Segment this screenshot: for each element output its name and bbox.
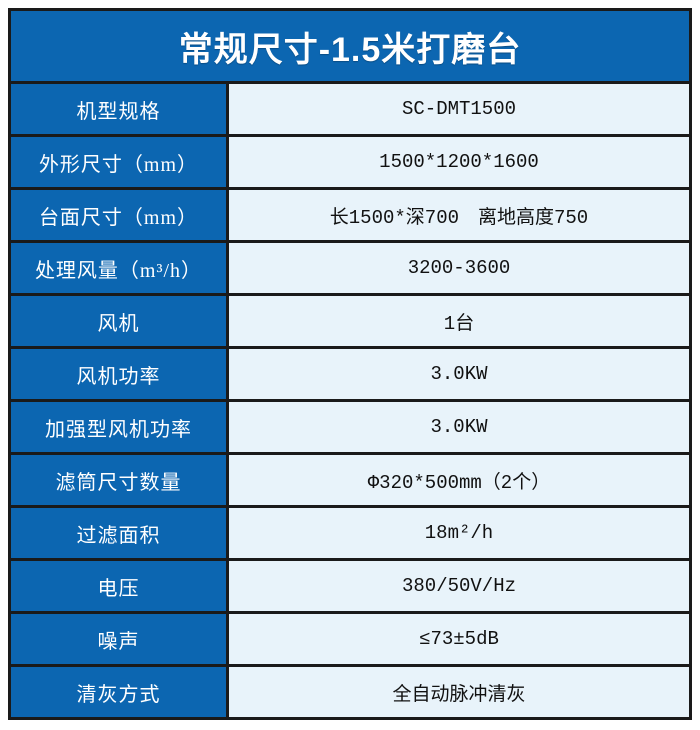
spec-value: 1500*1200*1600 (229, 137, 689, 187)
spec-value: Φ320*500mm（2个） (229, 455, 689, 505)
table-title-bar: 常规尺寸-1.5米打磨台 (11, 11, 689, 81)
spec-value: 全自动脉冲清灰 (229, 667, 689, 717)
spec-label: 过滤面积 (11, 508, 226, 558)
spec-label: 处理风量（m³/h） (11, 243, 226, 293)
spec-value: 3.0KW (229, 402, 689, 452)
spec-value: 18m²/h (229, 508, 689, 558)
spec-label: 机型规格 (11, 84, 226, 134)
spec-value: 1台 (229, 296, 689, 346)
spec-label: 风机功率 (11, 349, 226, 399)
spec-label: 外形尺寸（mm） (11, 137, 226, 187)
spec-value: 380/50V/Hz (229, 561, 689, 611)
spec-value: 3200-3600 (229, 243, 689, 293)
spec-value: 3.0KW (229, 349, 689, 399)
spec-label: 台面尺寸（mm） (11, 190, 226, 240)
spec-label: 清灰方式 (11, 667, 226, 717)
table-title: 常规尺寸-1.5米打磨台 (178, 30, 522, 69)
spec-label: 电压 (11, 561, 226, 611)
spec-label: 滤筒尺寸数量 (11, 455, 226, 505)
spec-label: 加强型风机功率 (11, 402, 226, 452)
spec-label: 噪声 (11, 614, 226, 664)
spec-value: SC-DMT1500 (229, 84, 689, 134)
spec-table: 常规尺寸-1.5米打磨台 机型规格 SC-DMT1500 外形尺寸（mm） 15… (8, 8, 692, 720)
spec-label: 风机 (11, 296, 226, 346)
spec-value: 长1500*深700 离地高度750 (229, 190, 689, 240)
spec-value: ≤73±5dB (229, 614, 689, 664)
